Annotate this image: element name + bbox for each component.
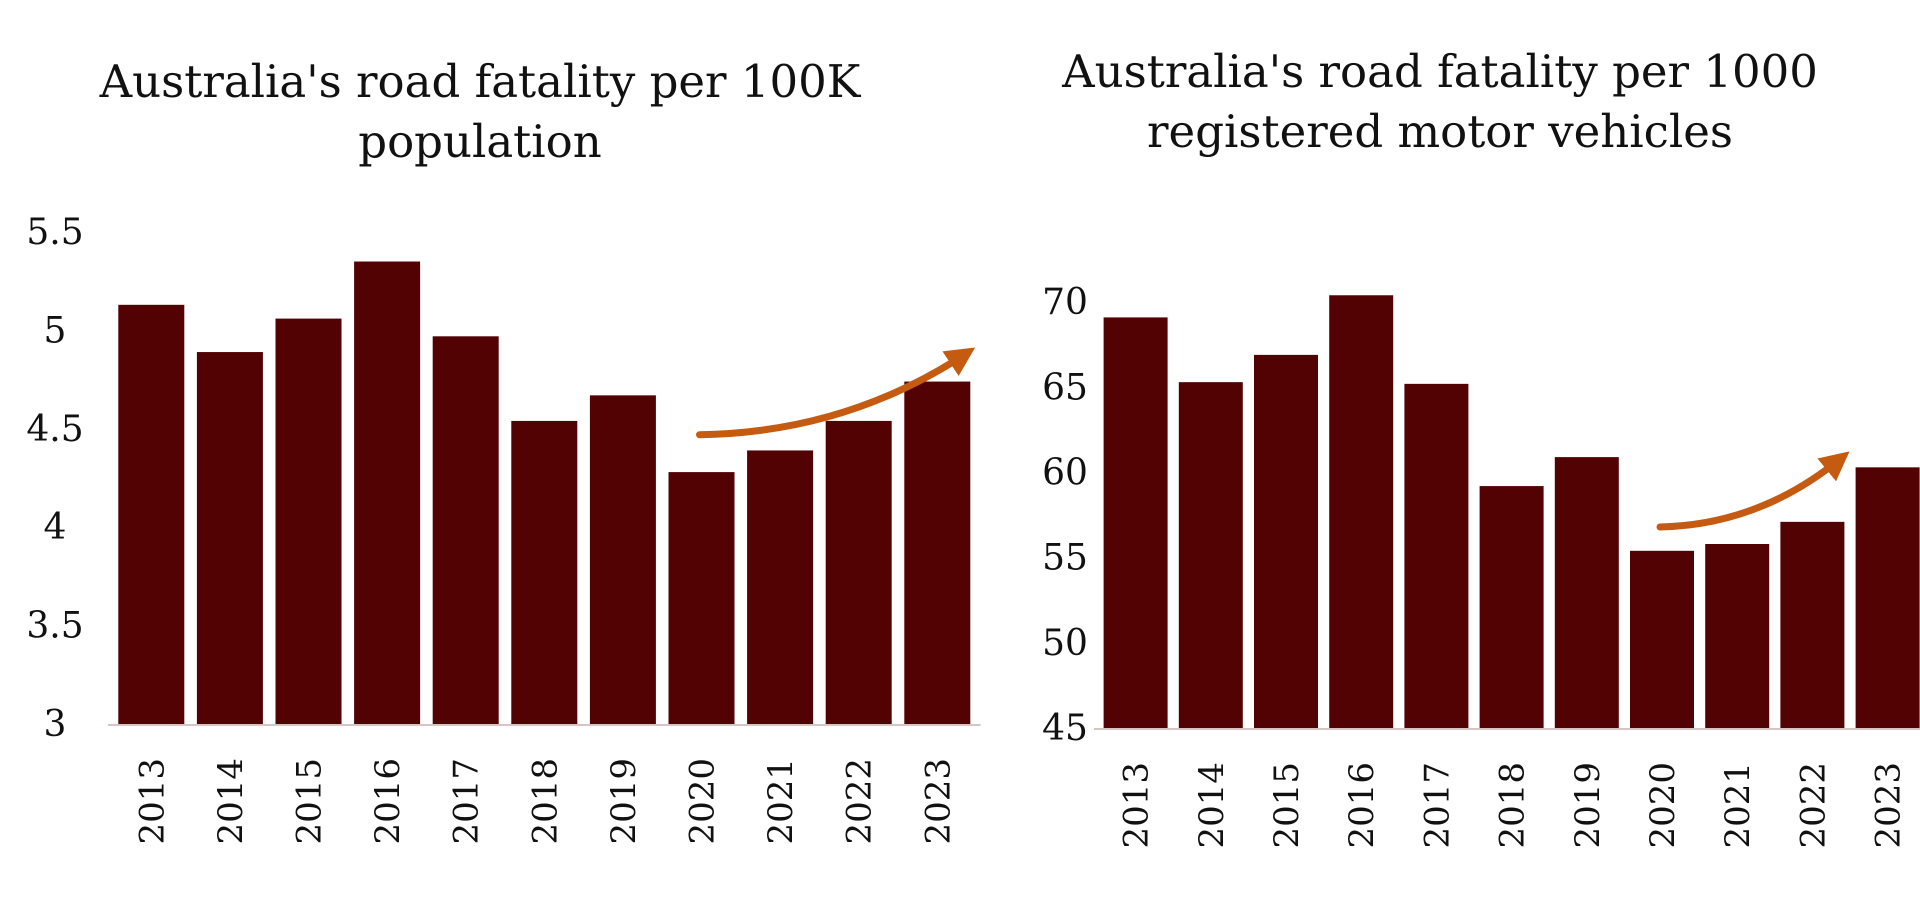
y-tick-label: 5: [44, 310, 67, 351]
bar-vehicles-2018: [1479, 486, 1544, 728]
x-tick-label: 2022: [840, 758, 880, 845]
bar-vehicles-2013: [1103, 317, 1168, 728]
bar-population-2016: [354, 261, 421, 724]
bar-population-2021: [747, 450, 814, 724]
trend-arrow: [1656, 451, 1850, 531]
bar-population-2019: [589, 395, 656, 724]
y-tick-label: 70: [1042, 282, 1088, 323]
trend-arrow: [696, 347, 976, 439]
x-tick-label: 2014: [1192, 762, 1232, 849]
x-tick-label: 2020: [683, 758, 723, 845]
bar-vehicles-2019: [1554, 457, 1619, 728]
chart-title-population: Australia's road fatality per 100K popul…: [99, 55, 861, 168]
y-tick-label: 3.5: [26, 606, 83, 647]
bar-population-2015: [275, 318, 342, 724]
x-tick-label: 2015: [1267, 762, 1307, 849]
bar-population-2018: [511, 420, 578, 724]
bar-population-2023: [904, 381, 971, 724]
bar-vehicles-2023: [1855, 467, 1920, 728]
x-tick-label: 2017: [1417, 762, 1457, 849]
bar-vehicles-2016: [1329, 295, 1394, 728]
y-tick-label: 55: [1042, 538, 1088, 579]
x-tick-label: 2019: [1568, 762, 1608, 849]
y-tick-label: 50: [1042, 623, 1088, 664]
bar-population-2020: [668, 472, 735, 724]
bar-population-2014: [196, 352, 263, 724]
bar-vehicles-2015: [1254, 354, 1318, 728]
bar-population-2017: [432, 336, 499, 724]
bar-population-2013: [118, 304, 185, 724]
bar-vehicles-2014: [1178, 382, 1243, 728]
x-tick-label: 2013: [1117, 762, 1157, 849]
bar-chart-vehicles: 45 50 55 60 65 70 2013 2014 2015 2016 2017 2018 2019…: [1042, 282, 1920, 849]
bar-chart-population: 3 3.5 4 4.5 5 5.5 2013 2014 2015 2016 2017 2018 2019…: [26, 212, 981, 845]
x-tick-label: 2021: [761, 758, 801, 845]
bar-population-2022: [825, 420, 892, 724]
x-tick-label: 2018: [525, 758, 565, 845]
x-tick-label: 2023: [1869, 762, 1909, 849]
x-tick-label: 2021: [1718, 762, 1758, 849]
y-tick-label: 3: [44, 704, 67, 745]
x-tick-label: 2015: [290, 758, 330, 845]
y-tick-label: 4.5: [26, 409, 83, 450]
x-tick-label: 2014: [211, 758, 251, 845]
x-tick-label: 2016: [368, 758, 408, 845]
bar-vehicles-2022: [1780, 521, 1845, 728]
x-tick-label: 2018: [1493, 762, 1533, 849]
x-tick-label: 2017: [447, 758, 487, 845]
x-tick-label: 2023: [918, 758, 958, 845]
y-tick-label: 5.5: [26, 212, 83, 253]
bar-vehicles-2017: [1404, 383, 1469, 728]
y-tick-label: 60: [1042, 452, 1088, 493]
x-tick-label: 2016: [1342, 762, 1382, 849]
x-tick-label: 2019: [604, 758, 644, 845]
x-tick-label: 2020: [1643, 762, 1683, 849]
y-tick-label: 4: [44, 507, 67, 548]
chart-panel-vehicles: Australia's road fatality per 1000 regis…: [960, 0, 1920, 920]
chart-panel-population: Australia's road fatality per 100K popul…: [26, 55, 981, 845]
bar-vehicles-2020: [1630, 550, 1694, 728]
bar-vehicles-2021: [1705, 544, 1770, 728]
x-tick-label: 2022: [1793, 762, 1833, 849]
chart-title-vehicles: Australia's road fatality per 1000 regis…: [1062, 45, 1818, 158]
y-tick-label: 65: [1042, 367, 1088, 408]
y-tick-label: 45: [1042, 708, 1088, 749]
x-tick-label: 2013: [132, 758, 172, 845]
